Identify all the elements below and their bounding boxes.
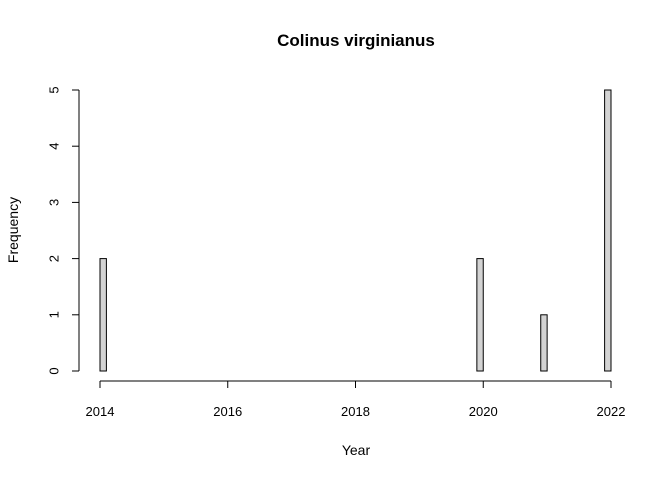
x-tick-label: 2020 xyxy=(469,404,498,419)
histogram-bar xyxy=(476,258,484,372)
x-axis-label: Year xyxy=(342,442,371,458)
x-tick-label: 2016 xyxy=(213,404,242,419)
y-tick-label: 0 xyxy=(47,367,62,374)
y-axis: 0 1 2 3 4 5 xyxy=(47,86,80,375)
y-tick-label: 4 xyxy=(47,143,62,150)
y-tick-label: 1 xyxy=(47,311,62,318)
bars-group xyxy=(99,89,612,372)
chart-title: Colinus virginianus xyxy=(277,31,435,50)
y-tick-label: 5 xyxy=(47,86,62,93)
x-tick-label: 2018 xyxy=(341,404,370,419)
y-tick-label: 2 xyxy=(47,255,62,262)
y-axis-label: Frequency xyxy=(5,197,21,263)
histogram-bar xyxy=(540,314,548,372)
histogram-bar xyxy=(99,258,107,372)
x-tick-label: 2022 xyxy=(597,404,626,419)
histogram-bar xyxy=(604,89,612,372)
x-axis: 2014 2016 2018 2020 2022 xyxy=(86,380,626,419)
y-tick-label: 3 xyxy=(47,199,62,206)
x-tick-label: 2014 xyxy=(86,404,115,419)
